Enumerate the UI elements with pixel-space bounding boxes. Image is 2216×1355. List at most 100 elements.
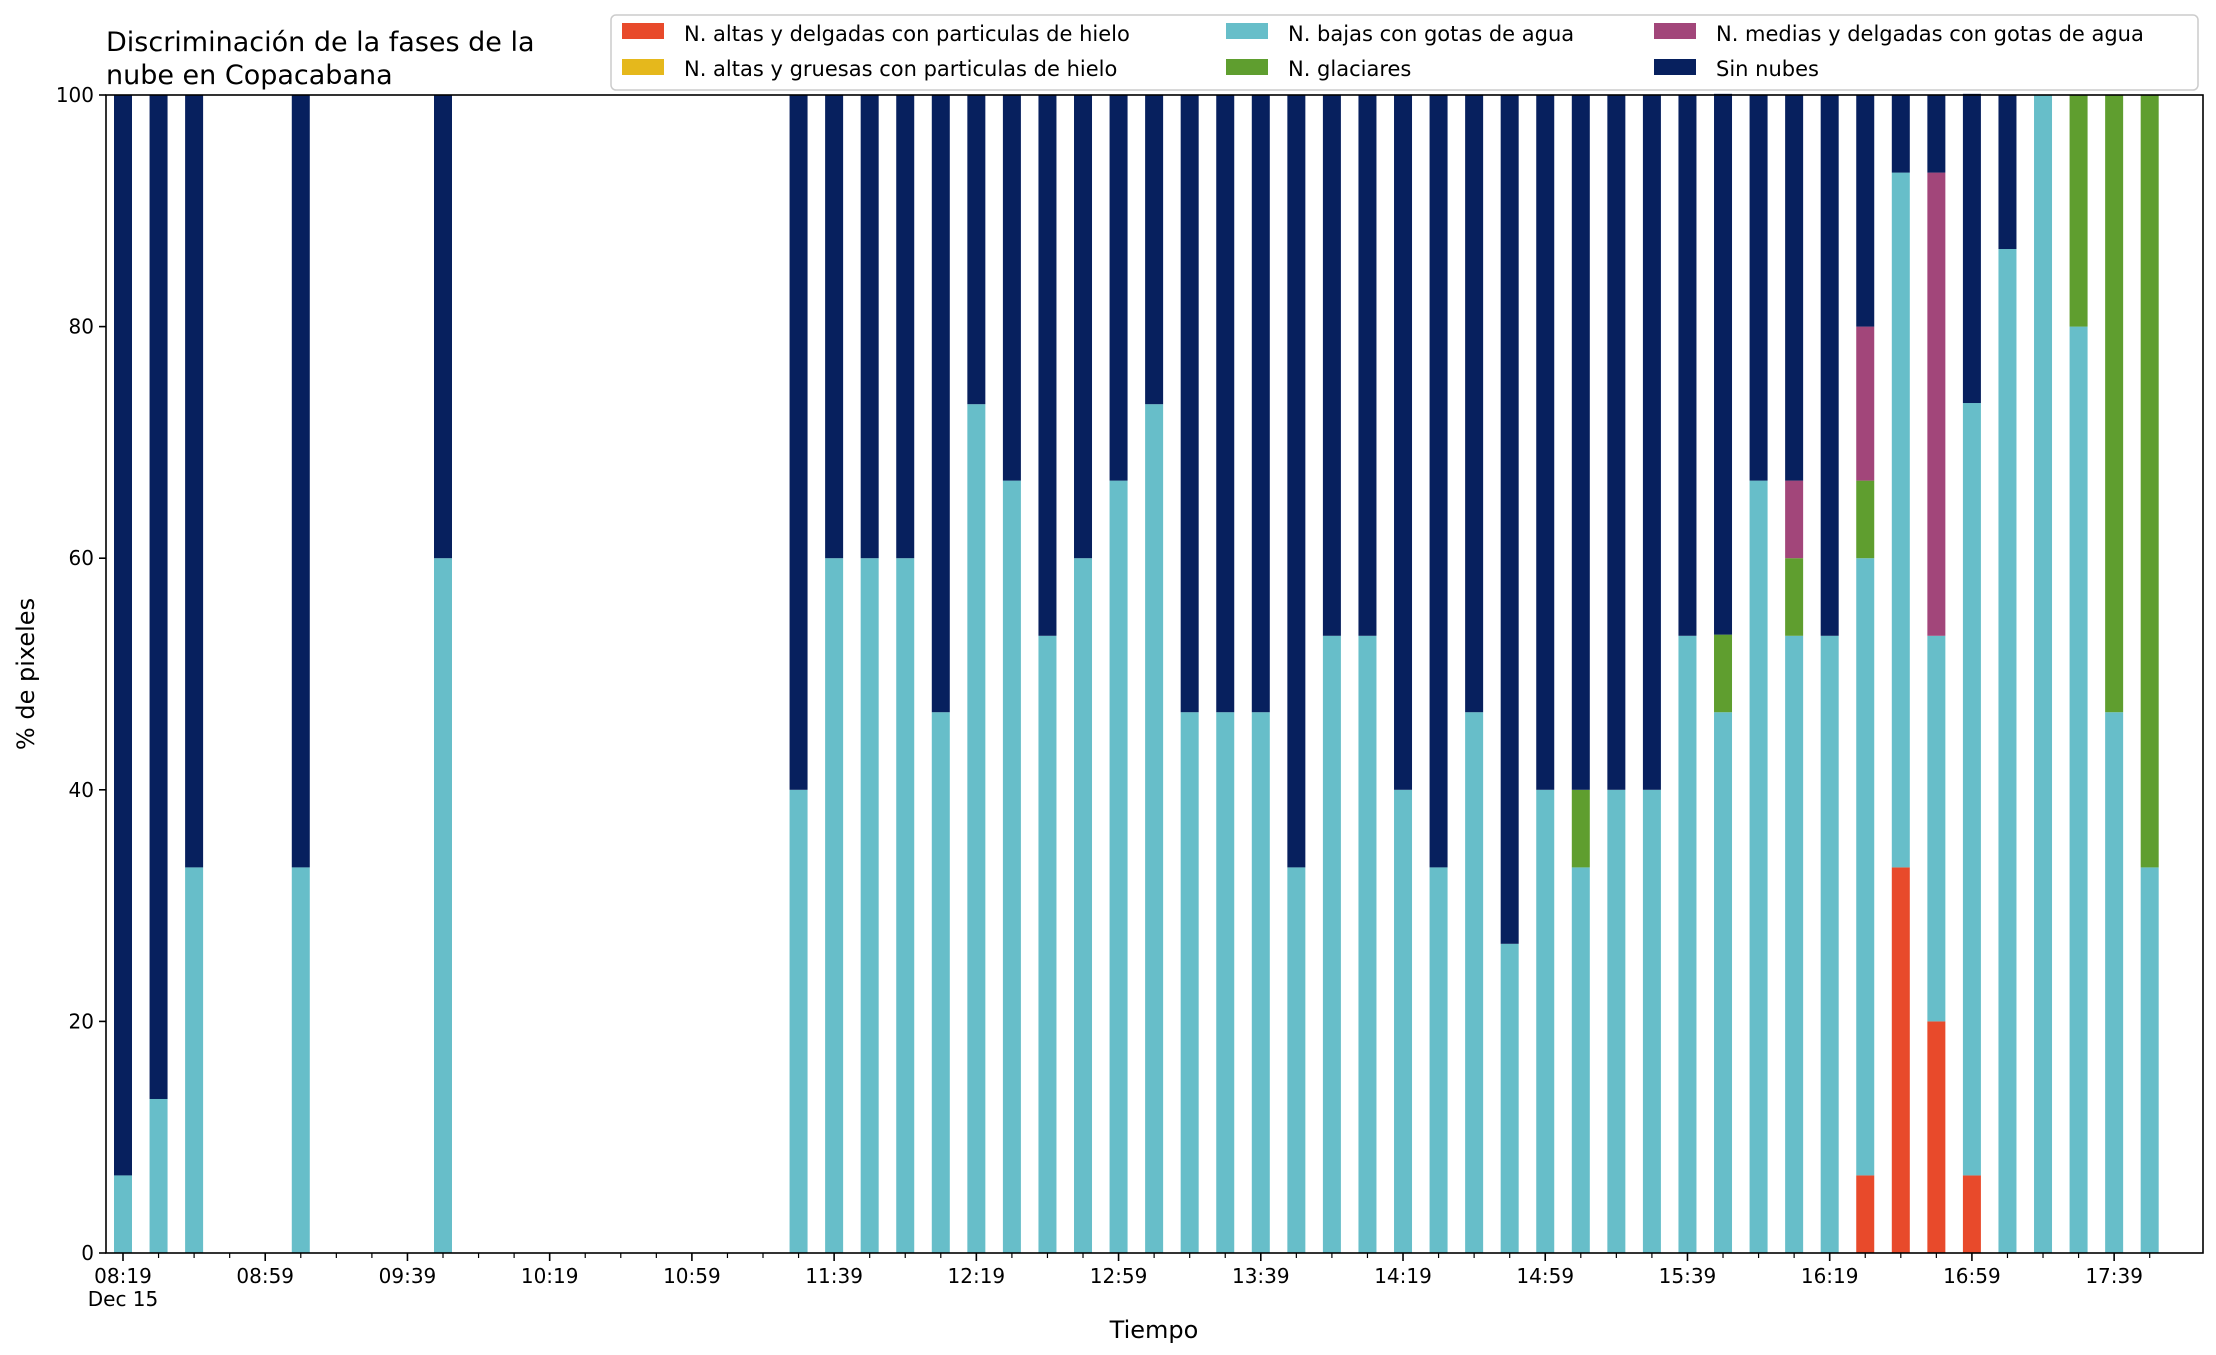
bar-segment-sin-nubes-1709: [1998, 95, 2017, 250]
legend-label-glaciares: N. glaciares: [1288, 57, 1411, 81]
bar-segment-sin-nubes-1539: [1678, 95, 1697, 636]
x-tick-label-1219: 12:19: [948, 1264, 1006, 1288]
bar-segment-bajas-1709: [1998, 249, 2017, 1253]
y-tick-label-80: 80: [69, 315, 94, 339]
bar-segment-glaciares-1609: [1785, 558, 1804, 636]
bar-segment-bajas-1159: [896, 558, 915, 1253]
bar-segment-bajas-1609: [1785, 635, 1804, 1253]
bar-segment-sin-nubes-1309: [1145, 95, 1164, 405]
x-tick-label-0859: 08:59: [236, 1264, 294, 1288]
bar-segment-bajas-1639: [1891, 172, 1910, 868]
bar-segment-bajas-1509: [1571, 867, 1590, 1253]
bar-segment-glaciares-1629: [1856, 480, 1875, 559]
bar-segment-sin-nubes-1259: [1109, 95, 1128, 481]
bar-segment-sin-nubes-1439: [1465, 95, 1484, 713]
legend-label-altas-gruesas: N. altas y gruesas con particulas de hie…: [684, 57, 1117, 81]
bar-segment-glaciares-1739: [2105, 95, 2124, 713]
bar-segment-bajas-1449: [1500, 943, 1519, 1253]
x-tick-label-1019: 10:19: [521, 1264, 579, 1288]
bar-segment-medias-1609: [1785, 480, 1804, 559]
legend-swatch-glaciares: [1226, 59, 1268, 75]
bar-segment-sin-nubes-1449: [1500, 95, 1519, 944]
legend: N. altas y delgadas con particulas de hi…: [610, 14, 2199, 91]
bar-segment-altas-delgadas-1649: [1927, 1021, 1946, 1253]
legend-box: [610, 14, 2199, 91]
x-tick-label-1739: 17:39: [2085, 1264, 2143, 1288]
bar-segment-sin-nubes-1209: [931, 95, 950, 713]
x-tick-label-0939: 09:39: [379, 1264, 437, 1288]
bar-segment-bajas-1419: [1394, 789, 1413, 1253]
bar-segment-sin-nubes-1329: [1216, 95, 1235, 713]
bar-segment-bajas-1529: [1642, 789, 1661, 1253]
bar-segment-sin-nubes-0829: [149, 95, 168, 1099]
bar-segment-bajas-1149: [860, 558, 879, 1253]
bar-segment-medias-1649: [1927, 172, 1946, 636]
x-tick-label-1259: 12:59: [1090, 1264, 1148, 1288]
bar-segment-sin-nubes-1509: [1571, 95, 1590, 790]
bar-segment-sin-nubes-1219: [967, 95, 986, 405]
x-tick-label-1059: 10:59: [663, 1264, 721, 1288]
bar-segment-bajas-1629: [1856, 558, 1875, 1176]
bar-segment-glaciares-1549: [1714, 634, 1733, 713]
legend-label-medias: N. medias y delgadas con gotas de agua: [1716, 22, 2144, 46]
x-tick-label-1339: 13:39: [1232, 1264, 1290, 1288]
bar-segment-bajas-1619: [1820, 635, 1839, 1253]
bar-segment-bajas-1329: [1216, 712, 1235, 1253]
bar-segment-bajas-1429: [1429, 867, 1448, 1253]
bar-segment-bajas-0839: [185, 867, 204, 1253]
bar-segment-sin-nubes-1339: [1251, 95, 1270, 713]
x-tick-label-1619: 16:19: [1801, 1264, 1859, 1288]
bar-segment-bajas-0909: [291, 867, 310, 1253]
bar-segment-sin-nubes-0819: [114, 95, 132, 1176]
bar-segment-bajas-1319: [1180, 712, 1199, 1253]
x-tick-label-0819: 08:19: [94, 1264, 152, 1288]
bar-segment-bajas-1739: [2105, 712, 2124, 1253]
bar-segment-sin-nubes-1419: [1394, 95, 1413, 790]
bar-segment-sin-nubes-1249: [1074, 95, 1093, 559]
bar-segment-bajas-1519: [1607, 789, 1626, 1253]
bar-segment-sin-nubes-1629: [1856, 95, 1875, 327]
y-tick-label-100: 100: [56, 83, 94, 107]
bar-segment-bajas-1539: [1678, 635, 1697, 1253]
legend-swatch-medias: [1654, 23, 1696, 39]
bar-segment-glaciares-1749: [2140, 95, 2159, 868]
axes-frame: [105, 94, 2204, 1254]
bar-segment-sin-nubes-1619: [1820, 95, 1839, 636]
legend-label-altas-delgadas: N. altas y delgadas con particulas de hi…: [684, 22, 1130, 46]
bar-segment-sin-nubes-1519: [1607, 95, 1626, 790]
bar-segment-sin-nubes-1609: [1785, 95, 1804, 481]
bar-segment-bajas-1409: [1358, 635, 1377, 1253]
bar-segment-glaciares-1729: [2069, 95, 2088, 327]
bar-segment-bajas-1229: [1002, 480, 1021, 1253]
bar-segment-bajas-0829: [149, 1098, 168, 1253]
bar-segment-medias-1629: [1856, 326, 1875, 481]
x-tick-label-1659: 16:59: [1943, 1264, 2001, 1288]
chart-title-line-2: nube en Copacabana: [106, 60, 393, 91]
bar-segment-sin-nubes-1159: [896, 95, 915, 559]
bar-segment-altas-delgadas-1659: [1962, 1175, 1981, 1253]
legend-swatch-bajas: [1226, 23, 1268, 39]
bar-segment-altas-delgadas-1629: [1856, 1175, 1875, 1253]
bars-group: [114, 93, 2159, 1254]
bar-segment-altas-delgadas-1639: [1891, 867, 1910, 1253]
y-tick-label-0: 0: [81, 1241, 94, 1265]
bar-segment-bajas-1749: [2140, 867, 2159, 1253]
bar-segment-bajas-1719: [2034, 95, 2053, 1253]
x-tick-label-1459: 14:59: [1516, 1264, 1574, 1288]
chart-title-line-1: Discriminación de la fases de la: [106, 27, 535, 58]
bar-segment-bajas-1139: [825, 558, 844, 1253]
bar-segment-bajas-1549: [1714, 712, 1733, 1253]
bar-segment-sin-nubes-1239: [1038, 95, 1057, 636]
y-axis-ticks: 0 20 40 60 80 100: [56, 83, 106, 1265]
bar-segment-sin-nubes-0839: [185, 95, 204, 868]
bar-segment-bajas-1729: [2069, 326, 2088, 1254]
bar-segment-bajas-1219: [967, 404, 986, 1253]
bar-segment-sin-nubes-1229: [1002, 95, 1021, 481]
bar-segment-bajas-1339: [1251, 712, 1270, 1253]
bar-segment-sin-nubes-1549: [1714, 93, 1733, 635]
bar-segment-sin-nubes-1649: [1927, 95, 1946, 173]
bar-segment-bajas-1559: [1749, 480, 1768, 1253]
y-tick-label-20: 20: [69, 1009, 94, 1033]
